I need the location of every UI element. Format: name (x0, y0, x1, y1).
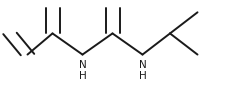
Text: H: H (78, 71, 86, 81)
Text: H: H (138, 71, 146, 81)
Text: N: N (138, 60, 146, 70)
Text: O: O (48, 0, 56, 2)
Text: N: N (78, 60, 86, 70)
Text: O: O (108, 0, 116, 2)
